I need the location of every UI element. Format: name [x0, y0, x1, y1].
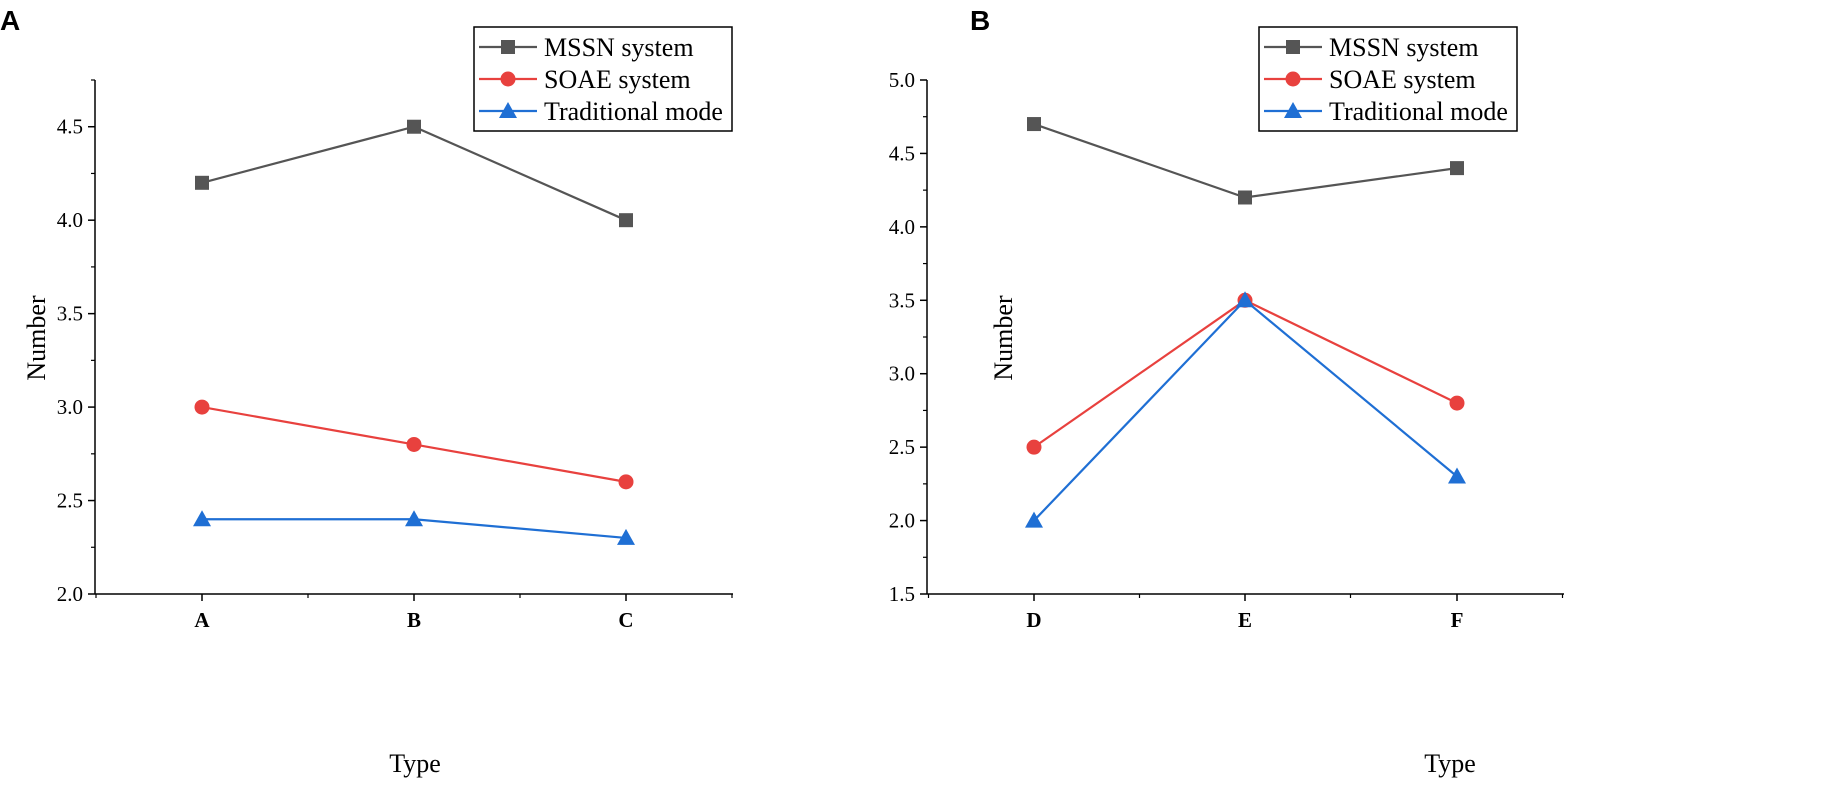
y-tick-label: 4.5 [57, 115, 83, 139]
legend-label: MSSN system [544, 33, 694, 62]
legend-item: SOAE system [479, 65, 691, 94]
panel-a: A Number Type 2.0 2.5 3.0 3.5 4.0 4.5 A B C MSSN … [0, 5, 733, 778]
data-point [619, 213, 633, 228]
y-axis-title: Number [22, 295, 51, 381]
legend-item: MSSN system [479, 33, 694, 62]
y-tick-label: 2.0 [57, 582, 83, 606]
legend-item: Traditional mode [479, 97, 723, 126]
panel-b: B Number Type 1.5 2.0 2.5 3.0 3.5 4.0 4.5 5.0 D E… [889, 5, 1564, 778]
y-tick-label: 3.0 [57, 395, 83, 419]
x-tick-label: F [1451, 608, 1464, 632]
legend-label: SOAE system [544, 65, 691, 94]
legend-marker [1286, 40, 1300, 54]
panel-label: B [970, 5, 990, 36]
series-line [1033, 123, 1458, 199]
data-point [407, 119, 421, 134]
data-point [1026, 439, 1042, 455]
legend-label: SOAE system [1329, 65, 1476, 94]
data-point [1448, 467, 1466, 484]
data-point [1238, 190, 1252, 205]
series-mssn-system [195, 119, 633, 228]
legend-marker [499, 102, 517, 118]
data-point [195, 175, 209, 190]
legend-label: MSSN system [1329, 33, 1479, 62]
y-tick-label: 4.5 [889, 141, 915, 165]
legend: MSSN system SOAE system Traditional mode [473, 26, 733, 132]
data-point [406, 436, 422, 452]
y-tick-label: 3.5 [889, 288, 915, 312]
y-tick-label: 4.0 [57, 208, 83, 232]
data-point [405, 510, 423, 527]
x-tick-label: B [407, 608, 421, 632]
data-point [1027, 117, 1041, 132]
y-tick-label: 3.5 [57, 302, 83, 326]
series-line [201, 125, 627, 222]
data-point [1025, 511, 1043, 528]
legend: MSSN system SOAE system Traditional mode [1258, 26, 1518, 132]
x-axis-title: Type [389, 749, 441, 778]
data-point [1450, 161, 1464, 176]
panel-label: A [0, 5, 20, 36]
legend-marker [500, 71, 516, 87]
y-tick-label: 2.0 [889, 509, 915, 533]
y-tick-label: 2.5 [889, 435, 915, 459]
series-soae-system [194, 399, 634, 490]
y-tick-label: 4.0 [889, 215, 915, 239]
data-point [618, 474, 634, 490]
series-traditional-mode [1025, 291, 1466, 528]
y-axis-title: Number [989, 295, 1018, 381]
data-point [1236, 291, 1254, 308]
y-tick-label: 3.0 [889, 362, 915, 386]
series-soae-system [1026, 292, 1465, 455]
x-tick-label: A [194, 608, 210, 632]
series-mssn-system [1027, 117, 1464, 205]
legend-marker [501, 40, 515, 54]
legend-marker [1285, 71, 1301, 87]
y-tick-label: 5.0 [889, 68, 915, 92]
y-tick-label: 1.5 [889, 582, 915, 606]
data-point [617, 528, 635, 545]
series-traditional-mode [193, 510, 635, 545]
x-tick-label: D [1026, 608, 1041, 632]
legend-marker [1284, 102, 1302, 118]
data-point [193, 510, 211, 527]
legend-item: Traditional mode [1264, 97, 1508, 126]
y-tick-label: 2.5 [57, 489, 83, 513]
legend-item: SOAE system [1264, 65, 1476, 94]
x-axis-title: Type [1424, 749, 1476, 778]
series-line [1033, 298, 1458, 522]
legend-label: Traditional mode [1329, 97, 1508, 126]
x-tick-label: E [1238, 608, 1252, 632]
x-tick-label: C [618, 608, 633, 632]
legend-item: MSSN system [1264, 33, 1479, 62]
data-point [194, 399, 210, 415]
legend-label: Traditional mode [544, 97, 723, 126]
data-point [1449, 395, 1465, 411]
